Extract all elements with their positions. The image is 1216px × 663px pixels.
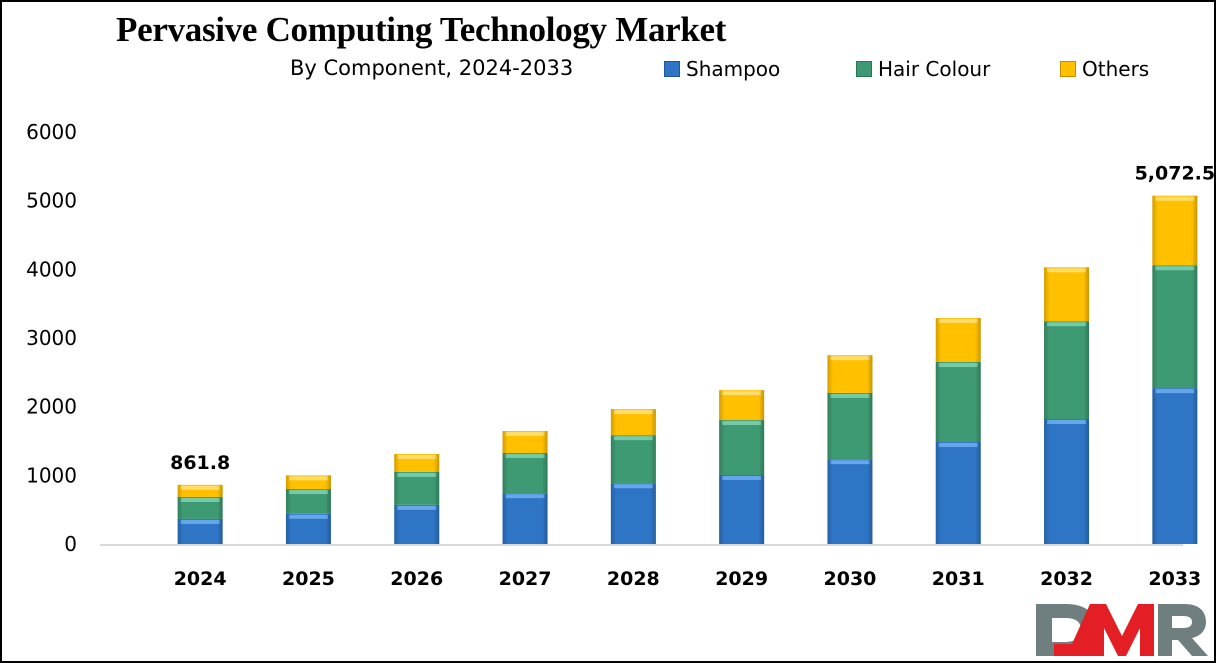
bar-segment-shade: [1044, 321, 1090, 420]
logo-letter-r: [1158, 604, 1208, 656]
bar-segment-shade: [1152, 195, 1198, 266]
y-tick-label: 0: [64, 532, 77, 556]
dmr-logo: [1036, 604, 1208, 656]
bar-segment-shade: [177, 518, 223, 544]
bar-segment-shade: [394, 471, 440, 505]
bar-stack-2028: [610, 409, 656, 544]
y-tick-label: 3000: [26, 326, 77, 350]
bar-stack-2031: [935, 318, 981, 544]
bar-segment-shade: [935, 318, 981, 363]
x-tick-label: 2027: [499, 568, 552, 590]
bar-segment-shade: [935, 362, 981, 443]
bar-segment-shade: [285, 475, 331, 490]
logo-letter-m: [1054, 604, 1154, 656]
bar-stack-2030: [827, 355, 873, 544]
legend-item-hair-colour: Hair Colour: [856, 56, 990, 82]
y-tick-label: 2000: [26, 395, 77, 419]
bar-segment-shade: [1044, 267, 1090, 322]
bar-stack-2027: [502, 431, 548, 544]
bar-stack-2029: [719, 390, 765, 544]
data-label-2024: 861.8: [170, 452, 230, 474]
bar-segment-shade: [177, 496, 223, 519]
chart-subtitle: By Component, 2024-2033: [290, 56, 574, 80]
legend-swatch-others: [1060, 61, 1076, 77]
x-tick-label: 2032: [1040, 568, 1093, 590]
x-tick-label: 2030: [824, 568, 877, 590]
bar-segment-shade: [935, 442, 981, 544]
legend-item-shampoo: Shampoo: [664, 56, 780, 82]
bar-segment-shade: [719, 390, 765, 421]
bar-segment-shade: [502, 493, 548, 544]
bar-segment-shade: [610, 435, 656, 484]
bar-stack-2026: [394, 454, 440, 544]
bar-segment-shade: [719, 420, 765, 475]
bar-segment-shade: [502, 431, 548, 454]
bars: [177, 195, 1198, 544]
data-label-2033: 5,072.5: [1135, 163, 1216, 185]
x-tick-label: 2026: [390, 568, 443, 590]
x-tick-label: 2029: [715, 568, 768, 590]
bar-stack-2032: [1044, 267, 1090, 544]
legend-swatch-shampoo: [664, 61, 680, 77]
bar-segment-shade: [285, 513, 331, 544]
bar-segment-shade: [1152, 265, 1198, 389]
x-axis: 2024 2025 2026 2027 2028 2029 2030 2031 2032 2033: [174, 568, 1202, 590]
x-tick-label: 2033: [1148, 568, 1201, 590]
legend-label-others: Others: [1082, 57, 1150, 81]
bar-segment-shade: [394, 504, 440, 544]
chart-title: Pervasive Computing Technology Market: [116, 10, 727, 49]
legend-label-shampoo: Shampoo: [686, 57, 781, 81]
legend-swatch-hair-colour: [856, 61, 872, 77]
bar-segment-shade: [827, 392, 873, 460]
bar-segment-shade: [610, 409, 656, 436]
bar-segment-shade: [502, 453, 548, 494]
bar-segment-shade: [1152, 388, 1198, 544]
y-axis: 0 1000 2000 3000 4000 5000 6000: [26, 120, 77, 556]
x-tick-label: 2028: [607, 568, 660, 590]
x-tick-label: 2031: [932, 568, 985, 590]
legend-item-others: Others: [1060, 56, 1149, 82]
y-tick-label: 4000: [26, 257, 77, 281]
y-tick-label: 5000: [26, 189, 77, 213]
bar-segment-shade: [1044, 419, 1090, 544]
data-labels: 861.8 5,072.5: [170, 163, 1215, 474]
bar-segment-shade: [610, 483, 656, 544]
bar-segment-shade: [719, 474, 765, 544]
y-tick-label: 1000: [26, 463, 77, 487]
bar-segment-shade: [827, 459, 873, 544]
bar-segment-shade: [827, 355, 873, 393]
bar-stack-2025: [285, 475, 331, 544]
legend-label-hair-colour: Hair Colour: [878, 57, 991, 81]
bar-segment-shade: [394, 454, 440, 472]
bar-segment-shade: [177, 484, 223, 497]
bar-stack-2033: [1152, 195, 1198, 544]
y-tick-label: 6000: [26, 120, 77, 144]
bar-stack-2024: [177, 484, 223, 544]
bar-segment-shade: [285, 489, 331, 514]
x-tick-label: 2025: [282, 568, 335, 590]
x-tick-label: 2024: [174, 568, 227, 590]
